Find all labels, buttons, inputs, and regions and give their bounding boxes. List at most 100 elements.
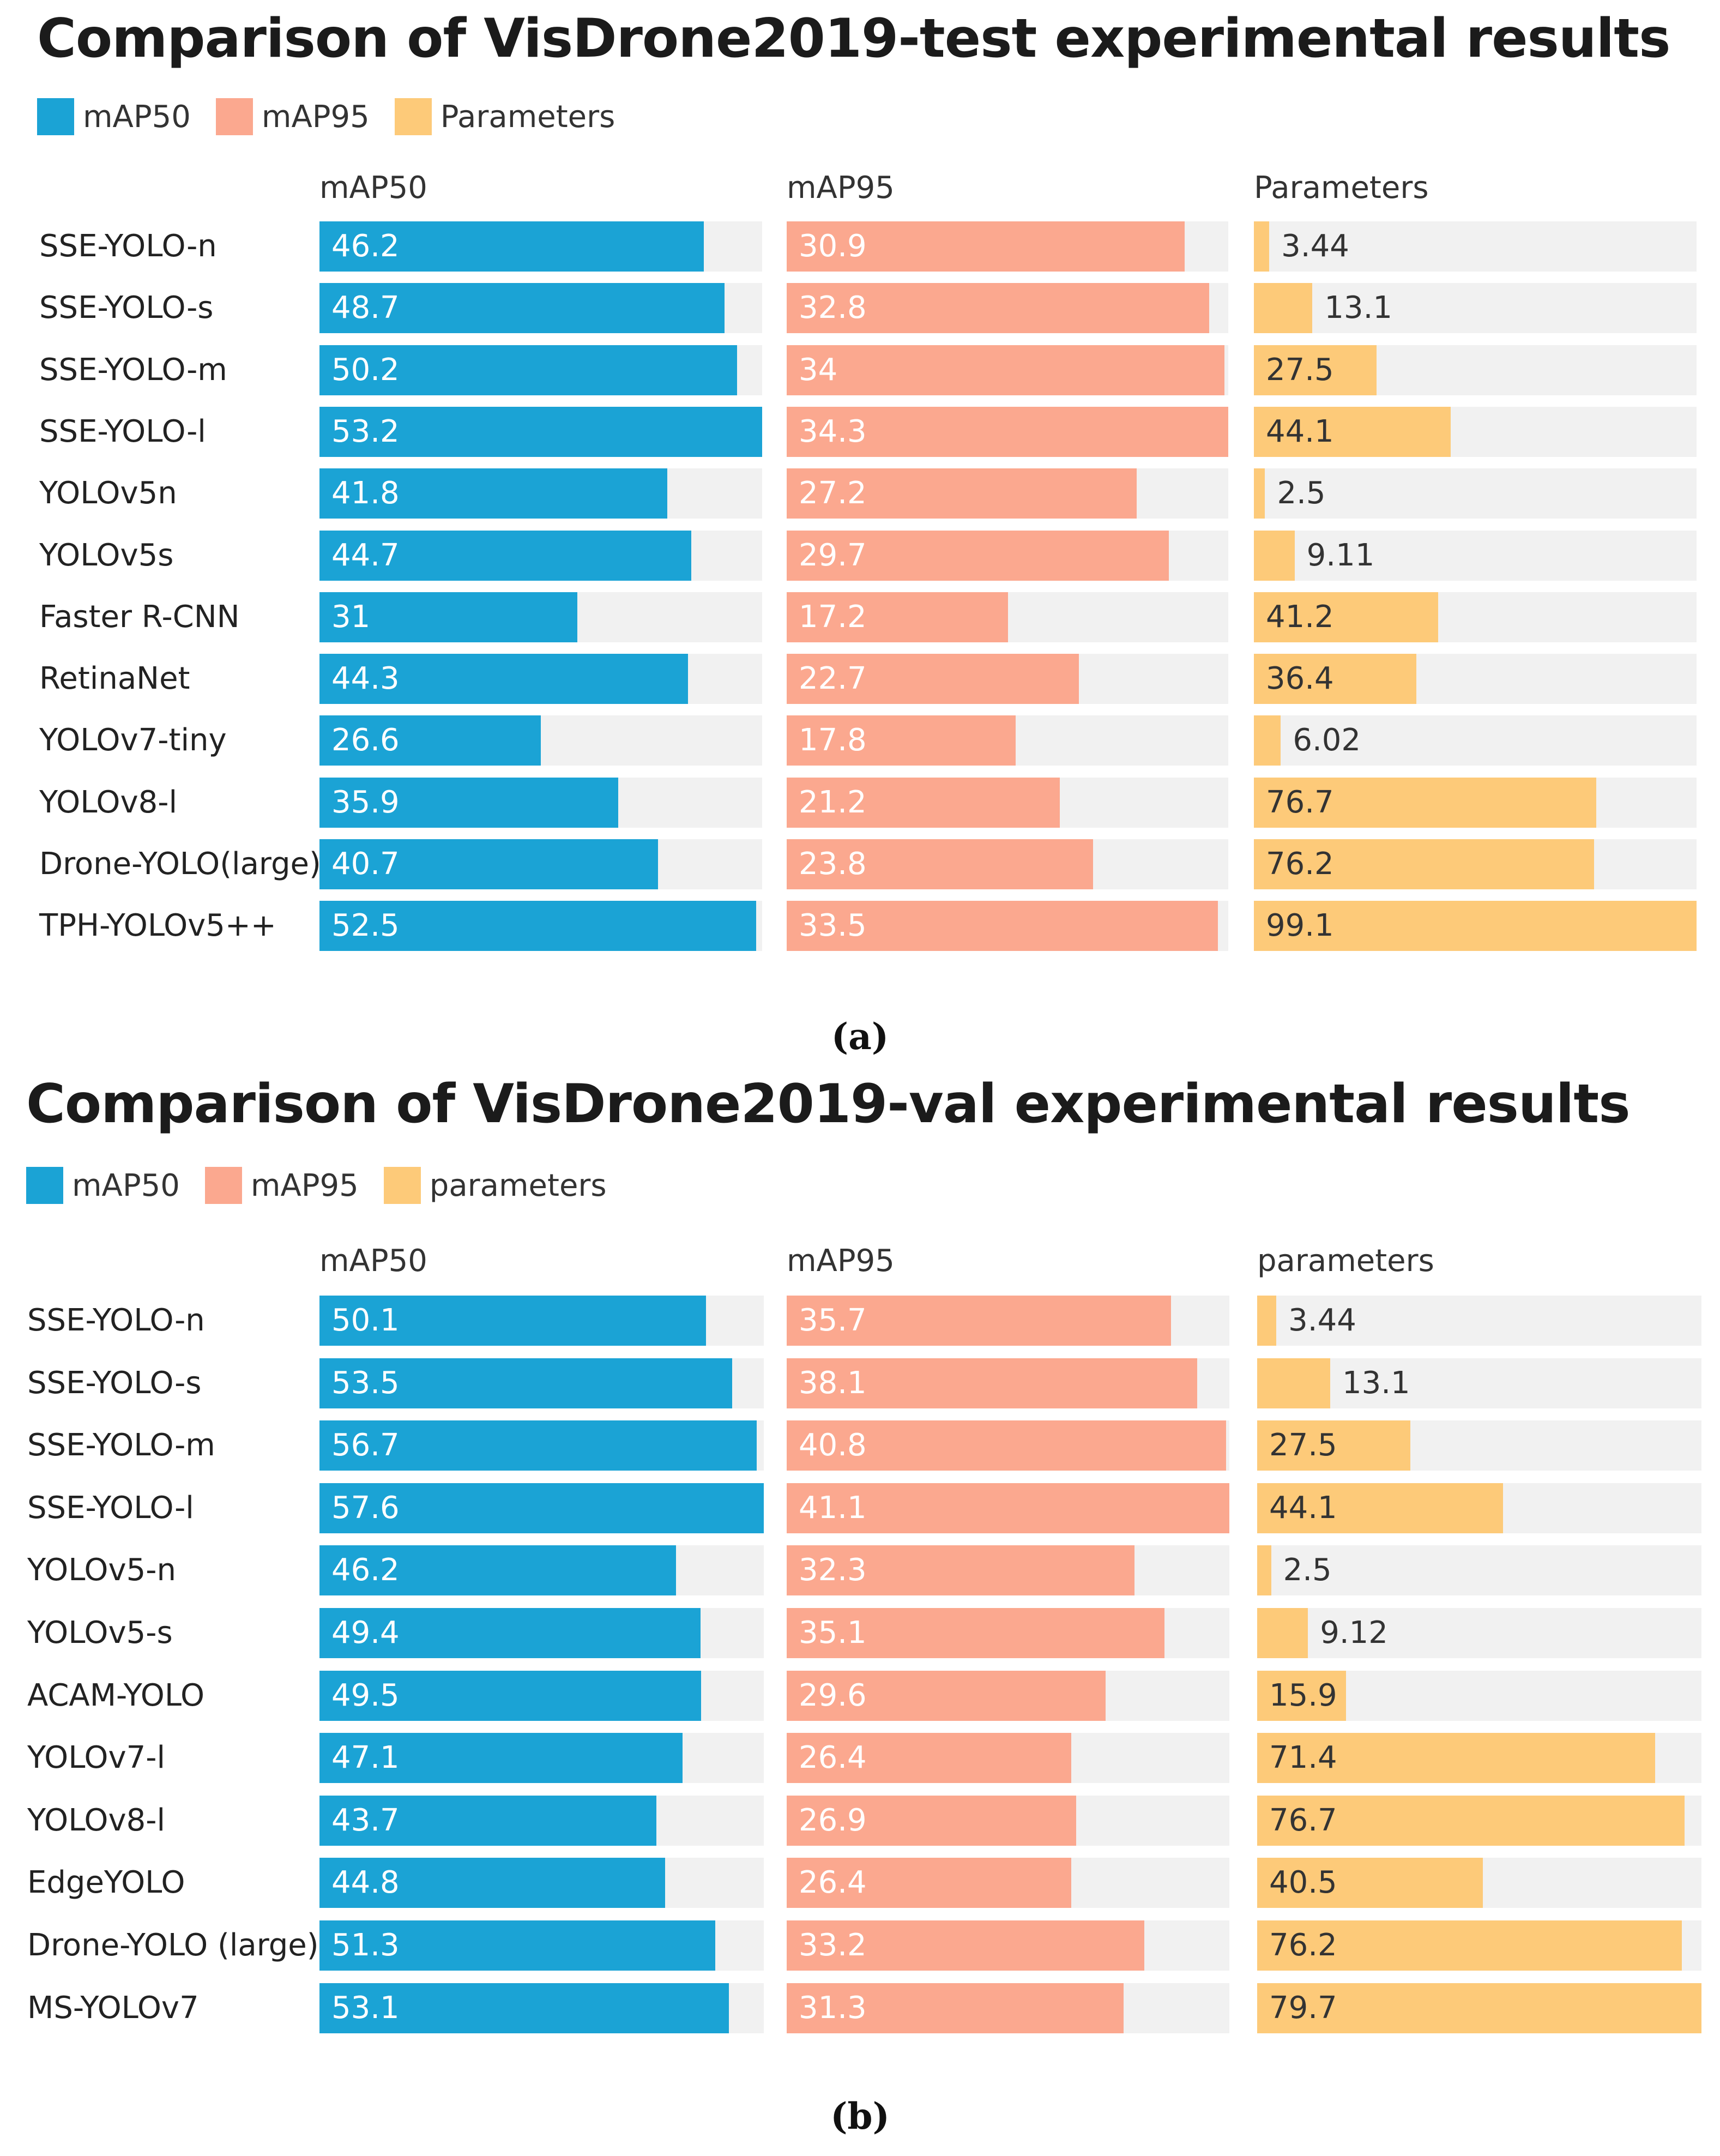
bar-track-mAP50: 46.2	[319, 1545, 764, 1596]
chart-title: Comparison of VisDrone2019-test experime…	[37, 8, 1670, 70]
legend-item-parameters: parameters	[383, 1167, 607, 1204]
bar-mAP95	[787, 715, 1016, 766]
bar-track-parameters: 76.7	[1257, 1795, 1701, 1846]
category-label: YOLOv5-n	[27, 1552, 176, 1588]
figure-caption: (b)	[830, 2095, 890, 2137]
bar-mAP95	[787, 406, 1228, 457]
bar-track-mAP95: 32.3	[787, 1545, 1229, 1596]
bar-track-mAP50: 35.9	[319, 777, 762, 828]
category-label: MS-YOLOv7	[27, 1990, 199, 2026]
legend-label: parameters	[429, 1167, 607, 1203]
bar-track-mAP95: 26.9	[787, 1795, 1229, 1846]
legend-item-mAP50: mAP50	[26, 1167, 180, 1204]
bar-mAP50	[319, 777, 618, 828]
bar-mAP95	[787, 592, 1009, 642]
bar-value-label: 26.6	[331, 722, 400, 758]
bar-value-label: 26.4	[799, 1865, 867, 1901]
chart-legend: mAP50 mAP95 Parameters	[37, 98, 640, 135]
bar-track-mAP95: 17.8	[787, 715, 1228, 766]
bar-track-mAP95: 38.1	[787, 1358, 1229, 1408]
bar-track-parameters: 44.1	[1257, 1483, 1701, 1533]
bar-value-label: 27.5	[1266, 352, 1334, 388]
bar-value-label: 41.2	[1266, 599, 1334, 635]
bar-track-mAP95: 41.1	[787, 1483, 1229, 1533]
bar-track-parameters: 15.9	[1257, 1670, 1701, 1721]
category-label: YOLOv7-l	[27, 1740, 166, 1776]
bar-value-label: 27.5	[1269, 1428, 1337, 1464]
bar-track-parameters: 3.44	[1254, 221, 1697, 272]
bar-mAP95	[787, 1858, 1071, 1908]
bar-parameters	[1254, 406, 1451, 457]
bar-value-label: 13.1	[1324, 290, 1393, 326]
legend-item-mAP95: mAP95	[204, 1167, 359, 1204]
bar-mAP95	[787, 1358, 1197, 1408]
category-label: SSE-YOLO-n	[39, 228, 217, 264]
bar-track-mAP50: 31	[319, 592, 762, 642]
category-label: SSE-YOLO-l	[27, 1490, 194, 1526]
bar-track-mAP95: 23.8	[787, 839, 1228, 889]
bar-parameters	[1257, 1858, 1483, 1908]
bar-track-mAP95: 40.8	[787, 1420, 1229, 1471]
category-label: YOLOv5n	[39, 475, 177, 511]
category-label: SSE-YOLO-n	[27, 1303, 205, 1338]
bar-mAP95	[787, 1983, 1124, 2033]
bar-value-label: 76.7	[1269, 1802, 1337, 1838]
bar-track-parameters: 44.1	[1254, 406, 1697, 457]
bar-track-mAP50: 44.3	[319, 654, 762, 704]
category-label: YOLOv5s	[39, 537, 174, 573]
bar-track-mAP50: 46.2	[319, 221, 762, 272]
bar-track-mAP95: 29.6	[787, 1670, 1229, 1721]
bar-mAP95	[787, 1296, 1172, 1346]
legend-label: mAP50	[72, 1167, 180, 1203]
bar-value-label: 52.5	[331, 908, 400, 944]
bar-track-mAP50: 53.5	[319, 1358, 764, 1408]
column-header-mAP50: mAP50	[319, 1243, 427, 1279]
bar-mAP50	[319, 1483, 764, 1533]
chart-title: Comparison of VisDrone2019-val experimen…	[26, 1073, 1631, 1135]
bar-track-mAP95: 33.2	[787, 1920, 1229, 1971]
category-label: SSE-YOLO-s	[27, 1365, 202, 1401]
bar-track-mAP50: 49.4	[319, 1608, 764, 1658]
bar-track-mAP50: 40.7	[319, 839, 762, 889]
bar-track-mAP95: 30.9	[787, 221, 1228, 272]
bar-track-parameters: 99.1	[1254, 901, 1697, 951]
bar-mAP50	[319, 406, 762, 457]
column-header-mAP50: mAP50	[319, 170, 427, 206]
bar-mAP50	[319, 1608, 701, 1658]
category-label: SSE-YOLO-m	[27, 1428, 215, 1464]
bar-mAP50	[319, 1983, 729, 2033]
bar-track-mAP50: 26.6	[319, 715, 762, 766]
bar-parameters	[1257, 1920, 1682, 1971]
bar-mAP50	[319, 345, 738, 395]
bar-mAP95	[787, 1795, 1077, 1846]
bar-track-mAP50: 53.1	[319, 1983, 764, 2033]
bar-value-label: 30.9	[799, 228, 867, 264]
category-label: YOLOv8-l	[39, 784, 178, 820]
bar-value-label: 44.7	[331, 537, 400, 573]
bar-value-label: 13.1	[1342, 1365, 1410, 1401]
legend-label: mAP50	[83, 99, 191, 135]
bar-value-label: 50.1	[331, 1303, 400, 1338]
bar-value-label: 44.3	[331, 661, 400, 697]
bar-value-label: 53.5	[331, 1365, 400, 1401]
bar-mAP50	[319, 592, 578, 642]
bar-track-parameters: 6.02	[1254, 715, 1697, 766]
bar-value-label: 21.2	[799, 784, 867, 820]
bar-parameters	[1254, 777, 1597, 828]
bar-parameters	[1257, 1983, 1701, 2033]
bar-track-mAP95: 31.3	[787, 1983, 1229, 2033]
bar-mAP50	[319, 1670, 702, 1721]
bar-track-mAP95: 34.3	[787, 406, 1228, 457]
bar-parameters	[1257, 1795, 1685, 1846]
bar-track-mAP50: 49.5	[319, 1670, 764, 1721]
chart-panel-val: Comparison of VisDrone2019-val experimen…	[0, 1069, 1720, 2156]
bar-track-mAP95: 26.4	[787, 1858, 1229, 1908]
bar-track-mAP95: 26.4	[787, 1733, 1229, 1784]
bar-value-label: 22.7	[799, 661, 867, 697]
bar-track-parameters: 9.12	[1257, 1608, 1701, 1658]
bar-track-parameters: 79.7	[1257, 1983, 1701, 2033]
bar-value-label: 44.8	[331, 1865, 400, 1901]
bar-track-mAP50: 50.1	[319, 1296, 764, 1346]
bar-value-label: 76.2	[1269, 1928, 1337, 1963]
bar-track-mAP50: 43.7	[319, 1795, 764, 1846]
